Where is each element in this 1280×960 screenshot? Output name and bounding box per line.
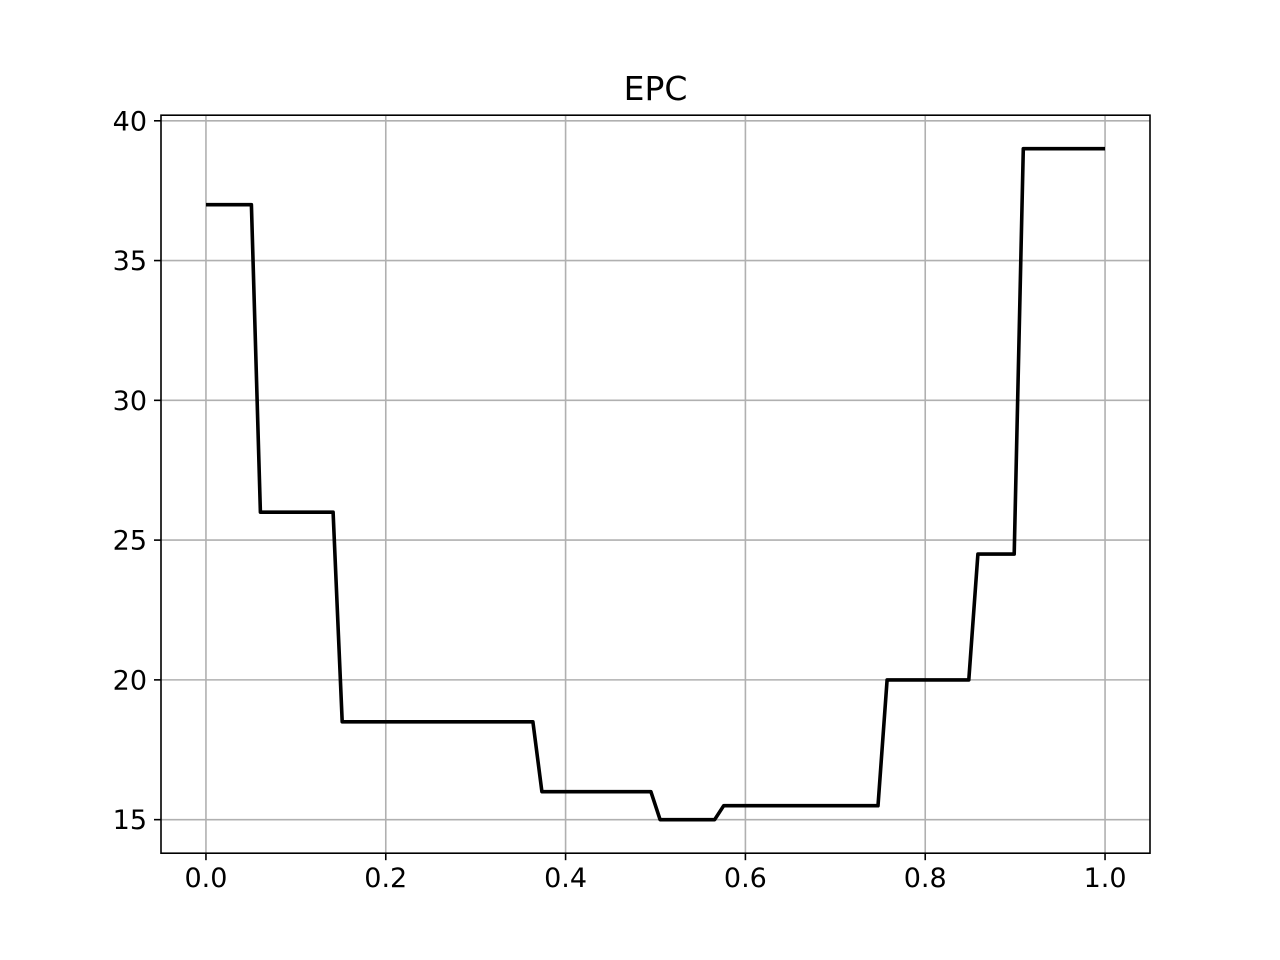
line-layer: [206, 146, 1105, 822]
y-tick-label: 20: [113, 665, 147, 696]
axes-box: [160, 114, 1151, 854]
tick-layer: [154, 119, 1106, 861]
chart-title: EPC: [624, 69, 688, 108]
x-tick-label: 0.8: [904, 863, 947, 894]
x-tick-label: 0.2: [364, 863, 407, 894]
tick-label-layer: 0.0 0.2 0.4 0.6 0.8 1.0 15 20 25 30 35 40: [113, 106, 1127, 894]
grid-layer: [161, 115, 1150, 854]
y-tick-label: 35: [113, 246, 147, 277]
y-tick-label: 30: [113, 386, 147, 417]
series-line: [206, 146, 1105, 822]
y-tick-label: 15: [113, 805, 147, 836]
x-tick-label: 1.0: [1084, 863, 1127, 894]
axes-spines: [160, 114, 1151, 854]
y-tick-label: 40: [113, 106, 147, 137]
y-tick-label: 25: [113, 526, 147, 557]
x-tick-label: 0.4: [544, 863, 587, 894]
x-tick-label: 0.6: [724, 863, 767, 894]
x-tick-label: 0.0: [184, 863, 227, 894]
